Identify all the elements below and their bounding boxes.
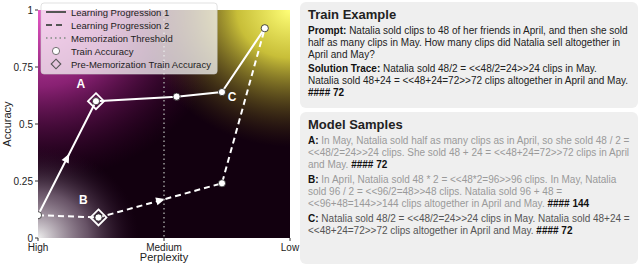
x-tick xyxy=(290,238,291,241)
legend-label: Memorization Threshold xyxy=(71,33,173,44)
prompt: Prompt: Natalia sold clips to 48 of her … xyxy=(308,25,630,61)
model-sample: C: Natalia sold 48/2 = <<48/2=24>>24 cli… xyxy=(308,213,630,237)
x-tick xyxy=(164,238,165,241)
model-sample: A: In May, Natalia sold half as many cli… xyxy=(308,135,630,171)
legend-swatch xyxy=(51,59,61,69)
point-circle xyxy=(218,88,225,95)
direction-arrow xyxy=(62,152,73,164)
legend: Learning Progression 1 Learning Progressi… xyxy=(41,3,217,74)
x-axis-label: Perplexity xyxy=(140,251,189,263)
point-diamond xyxy=(90,209,106,225)
legend-swatch xyxy=(46,11,66,13)
legend-label: Train Accuracy xyxy=(71,46,134,57)
box-title: Model Samples xyxy=(308,117,630,133)
prompt-label: Prompt: xyxy=(308,25,346,36)
x-tick-label: Low xyxy=(281,242,300,253)
legend-swatch xyxy=(52,47,59,54)
sample-answer: #### 72 xyxy=(536,225,572,236)
x-tick-label: High xyxy=(28,242,49,253)
legend-label: Learning Progression 2 xyxy=(71,20,169,31)
y-tick-label: 0.25 xyxy=(14,176,34,187)
annotation: B xyxy=(79,193,88,207)
sample-label: C: xyxy=(308,213,319,224)
model-samples-box: Model Samples A: In May, Natalia sold hal… xyxy=(300,112,638,264)
train-example-box: Train Example Prompt: Natalia sold clips … xyxy=(300,2,638,108)
annotation: C xyxy=(228,90,237,104)
legend-swatch xyxy=(46,37,66,39)
legend-label: Pre-Memorization Train Accuracy xyxy=(71,59,211,70)
sample-text: Natalia sold 48/2 = <<48/2=24>>24 clips … xyxy=(308,213,630,236)
text-panel: Train Example Prompt: Natalia sold clips … xyxy=(300,0,638,266)
y-tick xyxy=(35,10,38,11)
solution-answer: #### 72 xyxy=(308,87,344,98)
sample-answer: #### 144 xyxy=(547,198,589,209)
chart: 00.250.50.751HighMediumLowPerplexityAccu… xyxy=(0,0,300,266)
y-tick-label: 1 xyxy=(27,5,33,16)
sample-answer: #### 72 xyxy=(351,159,387,170)
y-axis-label: Accuracy xyxy=(1,101,13,147)
y-tick-label: 0.75 xyxy=(14,62,34,73)
point-circle xyxy=(38,212,42,219)
y-tick xyxy=(35,181,38,182)
point-diamond xyxy=(88,93,104,109)
solution-label: Solution Trace: xyxy=(308,63,380,74)
point-circle xyxy=(95,214,102,221)
solution: Solution Trace: Natalia sold 48/2 = <<48… xyxy=(308,63,630,99)
point-circle xyxy=(92,98,99,105)
y-tick-label: 0.5 xyxy=(19,119,33,130)
y-tick xyxy=(35,67,38,68)
box-title: Train Example xyxy=(308,7,630,23)
legend-box xyxy=(41,3,217,74)
point-circle xyxy=(218,180,225,187)
prompt-text: Natalia sold clips to 48 of her friends … xyxy=(308,25,628,60)
annotation: A xyxy=(77,77,86,91)
legend-swatch xyxy=(46,24,66,26)
y-tick xyxy=(35,124,38,125)
legend-label: Learning Progression 1 xyxy=(71,7,169,18)
point-circle xyxy=(261,25,268,32)
x-tick xyxy=(38,238,39,241)
point-circle xyxy=(173,93,180,100)
sample-label: B: xyxy=(308,174,319,185)
model-sample: B: In April, Natalia sold 48 * 2 = <<48*… xyxy=(308,174,630,210)
sample-label: A: xyxy=(308,135,319,146)
